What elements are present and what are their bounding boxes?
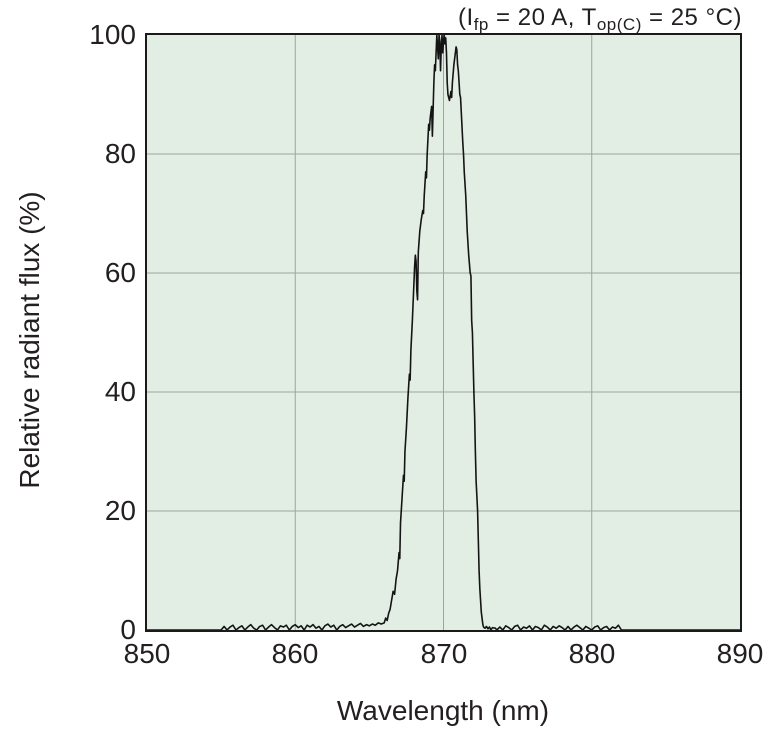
x-tick-870: 870: [420, 638, 468, 669]
y-tick-40: 40: [104, 376, 136, 407]
y-tick-80: 80: [104, 138, 136, 169]
plot-area: [145, 33, 742, 632]
annotation-t-subscript: op(C): [596, 15, 642, 34]
y-tick-60: 60: [104, 257, 136, 288]
annotation-i-subscript: fp: [473, 15, 489, 34]
spectrum-trace: [147, 35, 740, 630]
x-tick-860: 860: [271, 638, 319, 669]
annotation-end: = 25 °C): [641, 4, 742, 31]
annotation-mid: = 20 A, T: [488, 4, 597, 31]
annotation-i-base: (I: [458, 4, 474, 31]
x-tick-880: 880: [568, 638, 616, 669]
y-tick-20: 20: [104, 495, 136, 526]
y-tick-100: 100: [89, 19, 136, 50]
spectrum-svg: [147, 35, 740, 630]
y-axis-title: Relative radiant flux (%): [14, 191, 45, 489]
test-conditions-annotation: (Ifp = 20 A, Top(C) = 25 °C): [458, 4, 742, 34]
x-axis-title: Wavelength (nm): [336, 695, 550, 726]
y-tick-0: 0: [120, 614, 136, 645]
x-tick-850: 850: [123, 638, 171, 669]
x-tick-890: 890: [716, 638, 764, 669]
